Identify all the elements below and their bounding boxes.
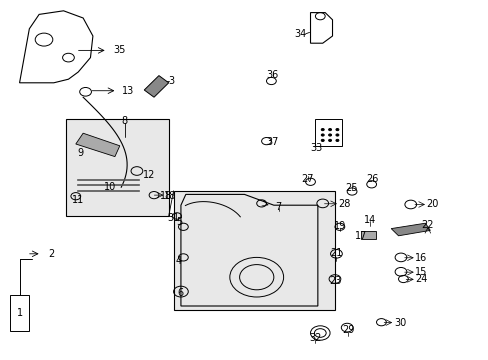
Circle shape bbox=[335, 139, 338, 141]
Text: 5: 5 bbox=[176, 217, 182, 227]
Circle shape bbox=[310, 326, 329, 340]
Polygon shape bbox=[20, 11, 93, 83]
Bar bbox=[315, 119, 342, 146]
Text: 11: 11 bbox=[72, 195, 84, 205]
Circle shape bbox=[328, 139, 331, 141]
Circle shape bbox=[321, 134, 324, 136]
Text: 23: 23 bbox=[328, 276, 341, 286]
Text: 21: 21 bbox=[329, 248, 342, 258]
Text: 17: 17 bbox=[354, 231, 366, 241]
Text: 37: 37 bbox=[266, 137, 279, 147]
Text: 34: 34 bbox=[294, 29, 306, 39]
Text: 7: 7 bbox=[275, 202, 281, 212]
Text: 4: 4 bbox=[175, 256, 181, 266]
Text: 14: 14 bbox=[363, 215, 376, 225]
Text: 18: 18 bbox=[160, 191, 172, 201]
Text: 26: 26 bbox=[366, 174, 378, 184]
Text: 24: 24 bbox=[414, 274, 427, 284]
Circle shape bbox=[321, 139, 324, 141]
Text: 22: 22 bbox=[421, 220, 433, 230]
Text: 10: 10 bbox=[103, 182, 116, 192]
Circle shape bbox=[328, 129, 331, 131]
Text: 18: 18 bbox=[163, 191, 176, 201]
Text: 32: 32 bbox=[308, 333, 321, 343]
Text: 33: 33 bbox=[310, 143, 323, 153]
Bar bbox=[360, 231, 375, 239]
Text: 20: 20 bbox=[426, 199, 438, 210]
Text: 28: 28 bbox=[338, 199, 350, 210]
Text: 2: 2 bbox=[48, 249, 54, 259]
Text: 36: 36 bbox=[266, 70, 279, 80]
Text: 31: 31 bbox=[167, 213, 180, 223]
Text: 9: 9 bbox=[78, 148, 83, 158]
Text: 19: 19 bbox=[333, 221, 346, 231]
Text: 8: 8 bbox=[122, 116, 127, 126]
Bar bbox=[173, 191, 334, 310]
Circle shape bbox=[335, 129, 338, 131]
Circle shape bbox=[328, 134, 331, 136]
Text: 15: 15 bbox=[414, 267, 427, 277]
Polygon shape bbox=[390, 223, 429, 236]
Text: 13: 13 bbox=[122, 86, 134, 96]
Text: 35: 35 bbox=[113, 45, 126, 55]
Text: 29: 29 bbox=[341, 325, 354, 336]
Bar bbox=[66, 119, 168, 216]
Text: 16: 16 bbox=[414, 253, 427, 263]
Polygon shape bbox=[144, 76, 168, 97]
Polygon shape bbox=[76, 133, 120, 157]
Circle shape bbox=[321, 129, 324, 131]
Text: 27: 27 bbox=[300, 174, 313, 184]
Text: 12: 12 bbox=[142, 170, 155, 180]
Text: 30: 30 bbox=[393, 318, 406, 328]
Polygon shape bbox=[310, 13, 332, 43]
Text: 6: 6 bbox=[177, 288, 183, 298]
Text: 3: 3 bbox=[168, 76, 174, 86]
Text: 25: 25 bbox=[344, 183, 357, 193]
Text: 1: 1 bbox=[17, 308, 22, 318]
Circle shape bbox=[335, 134, 338, 136]
Bar bbox=[10, 295, 29, 331]
